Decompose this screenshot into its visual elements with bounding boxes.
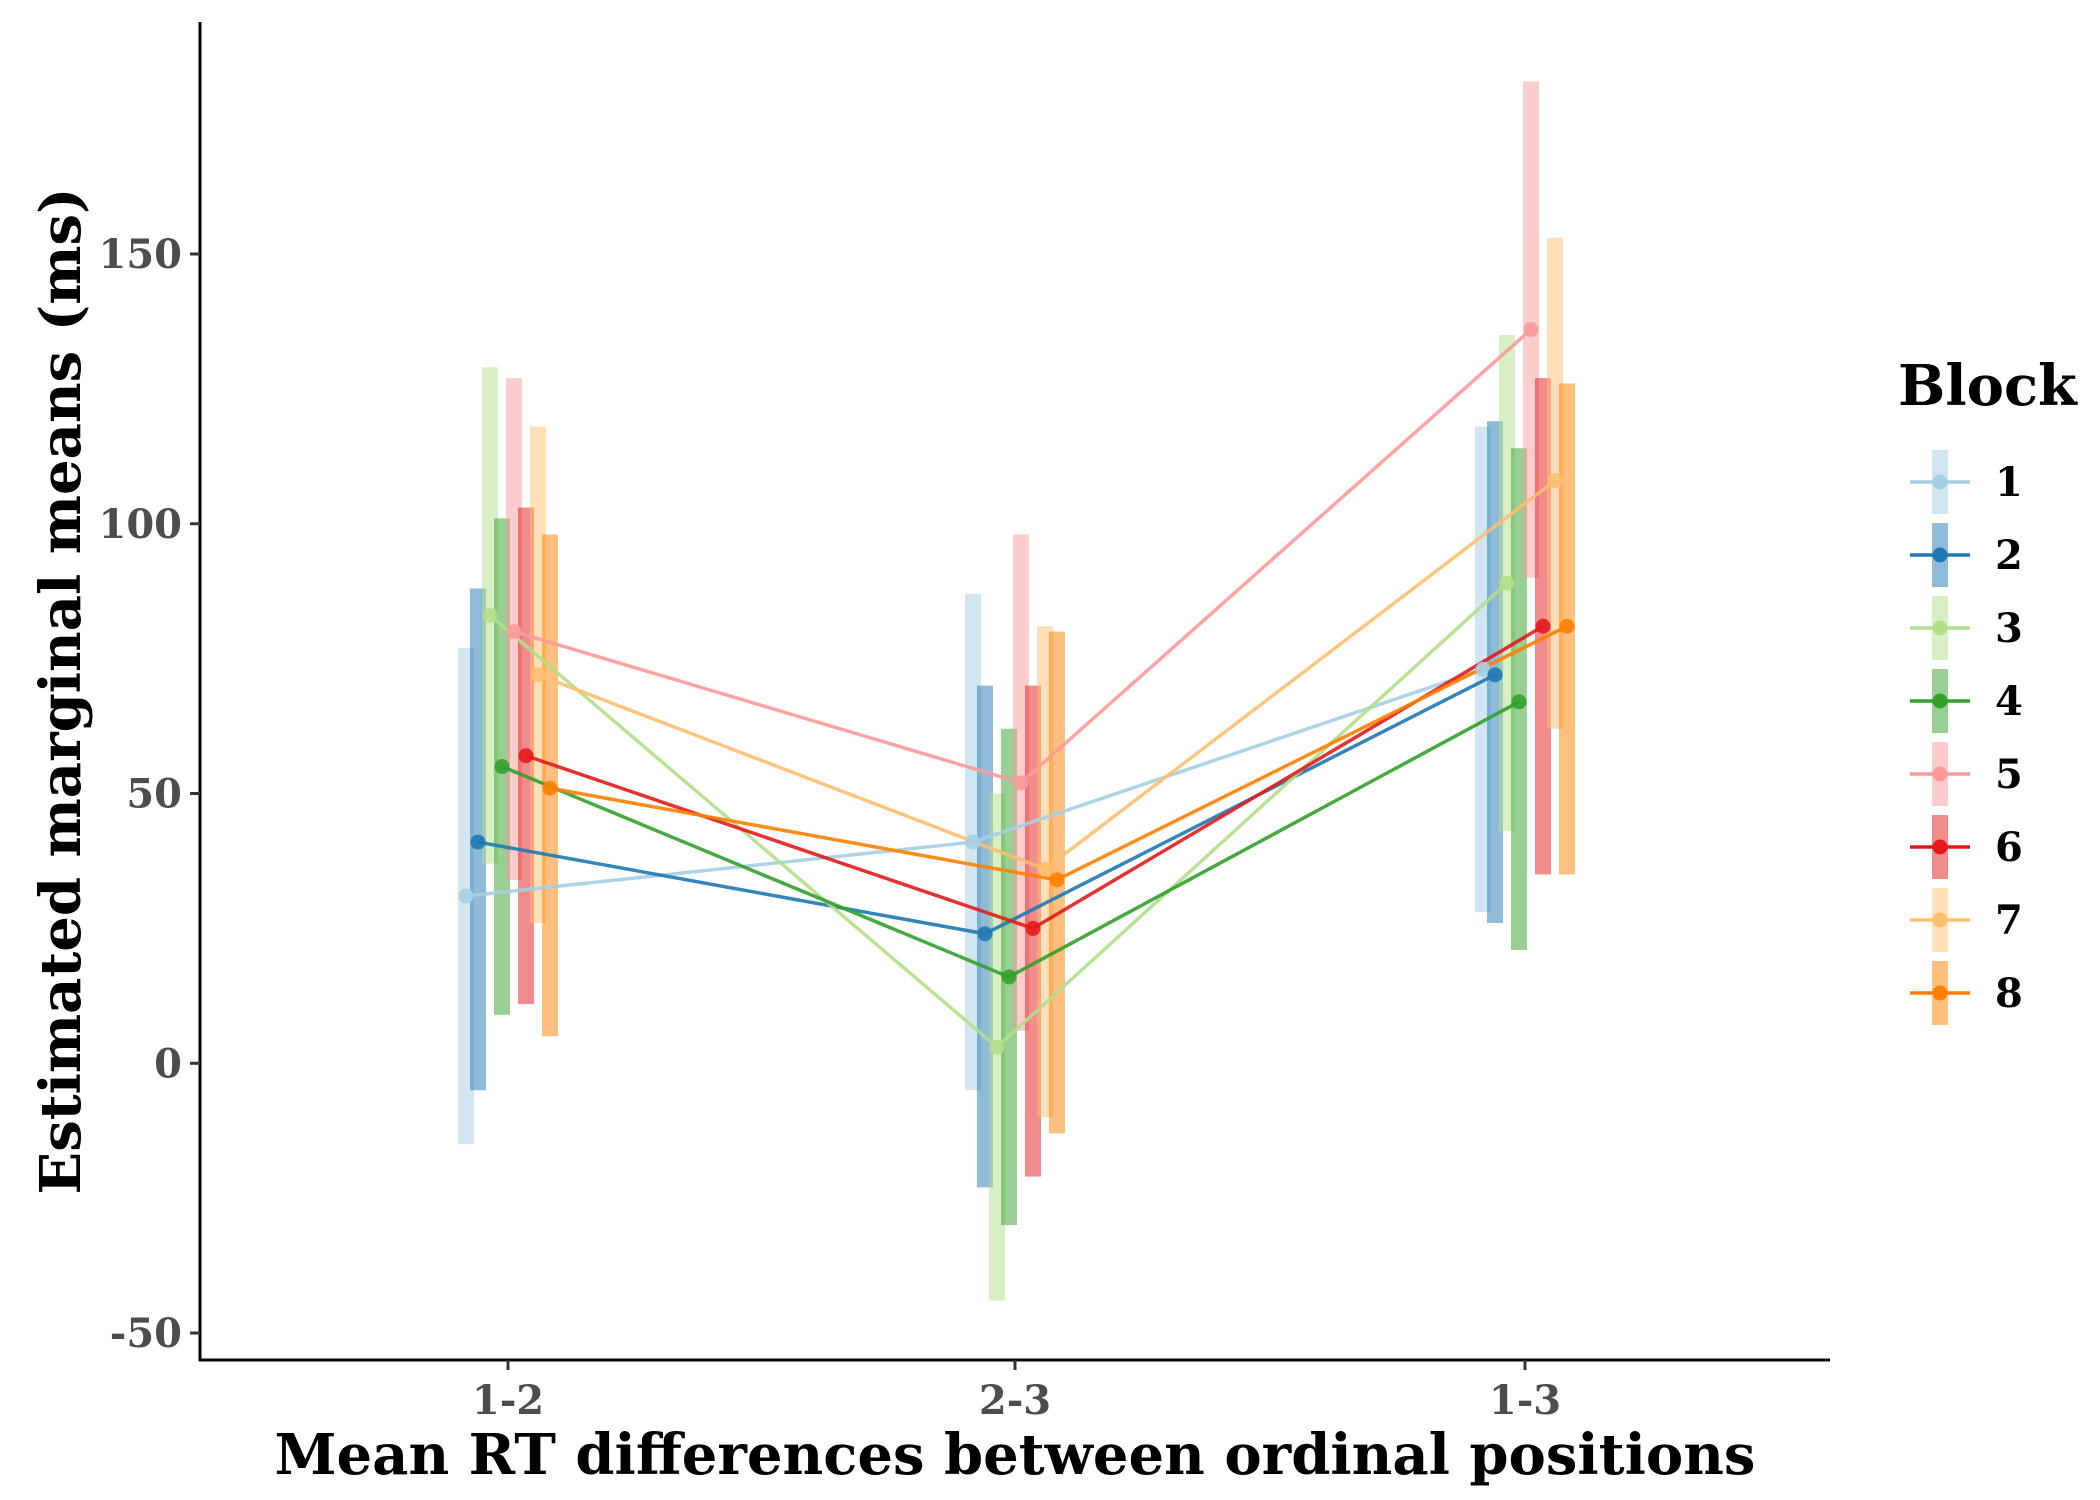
- x-tick-label: 2-3: [979, 1377, 1051, 1424]
- point-block-8-1-2: [542, 780, 558, 796]
- point-block-8-2-3: [1049, 872, 1065, 888]
- error-bars: [458, 81, 1575, 1301]
- legend-label: 3: [1995, 605, 2023, 652]
- data-points: [458, 322, 1575, 1055]
- y-tick-label: 0: [154, 1040, 182, 1087]
- legend-item-block-2: 2: [1910, 523, 2023, 587]
- x-axis-title: Mean RT differences between ordinal posi…: [275, 1422, 1756, 1488]
- legend-item-block-6: 6: [1910, 815, 2023, 879]
- legend-item-block-1: 1: [1910, 450, 2023, 514]
- point-block-5-1-3: [1523, 322, 1539, 338]
- point-block-5-2-3: [1013, 775, 1029, 791]
- legend-label: 8: [1995, 970, 2023, 1017]
- legend-title: Block: [1898, 353, 2078, 419]
- point-block-7-1-3: [1547, 473, 1563, 489]
- point-block-1-1-2: [458, 888, 474, 904]
- point-block-3-1-2: [482, 607, 498, 623]
- legend-item-block-7: 7: [1910, 888, 2023, 952]
- point-block-2-2-3: [977, 926, 993, 942]
- legend-key-point: [1932, 474, 1948, 490]
- point-block-3-2-3: [989, 1039, 1005, 1055]
- y-tick-label: 100: [99, 501, 183, 548]
- legend-label: 5: [1995, 751, 2023, 798]
- point-block-1-2-3: [965, 834, 981, 850]
- x-tick-label: 1-3: [1489, 1377, 1561, 1424]
- legend-item-block-3: 3: [1910, 596, 2023, 660]
- legend-label: 6: [1995, 824, 2023, 871]
- legend-key-point: [1932, 766, 1948, 782]
- y-tick-label: 50: [126, 771, 182, 818]
- legend-key-point: [1932, 985, 1948, 1001]
- legend-key-point: [1932, 912, 1948, 928]
- y-tick-label: -50: [110, 1310, 182, 1357]
- legend-label: 7: [1995, 897, 2023, 944]
- legend-key-point: [1932, 620, 1948, 636]
- legend-item-block-8: 8: [1910, 961, 2023, 1025]
- point-block-6-1-3: [1535, 618, 1551, 634]
- legend-label: 2: [1995, 532, 2023, 579]
- x-tick-label: 1-2: [472, 1377, 544, 1424]
- y-tick-label: 150: [99, 231, 183, 278]
- point-block-8-1-3: [1559, 618, 1575, 634]
- legend: Block 1 2 3 4 5 6 7 8: [1898, 353, 2078, 1025]
- point-block-4-1-2: [494, 759, 510, 775]
- point-block-7-2-3: [1037, 861, 1053, 877]
- y-axis-title: Estimated marginal means (ms): [28, 188, 94, 1195]
- point-block-2-1-2: [470, 834, 486, 850]
- point-block-2-1-3: [1487, 667, 1503, 683]
- point-block-6-2-3: [1025, 920, 1041, 936]
- point-block-4-2-3: [1001, 969, 1017, 985]
- legend-label: 1: [1995, 459, 2023, 506]
- legend-item-block-5: 5: [1910, 742, 2023, 806]
- legend-key-point: [1932, 547, 1948, 563]
- legend-label: 4: [1995, 678, 2023, 725]
- point-block-6-1-2: [518, 748, 534, 764]
- legend-item-block-4: 4: [1910, 669, 2023, 733]
- legend-key-point: [1932, 839, 1948, 855]
- point-block-5-1-2: [506, 624, 522, 640]
- point-block-3-1-3: [1499, 575, 1515, 591]
- point-block-1-1-3: [1475, 661, 1491, 677]
- point-block-7-1-2: [530, 667, 546, 683]
- legend-key-point: [1932, 693, 1948, 709]
- point-block-4-1-3: [1511, 694, 1527, 710]
